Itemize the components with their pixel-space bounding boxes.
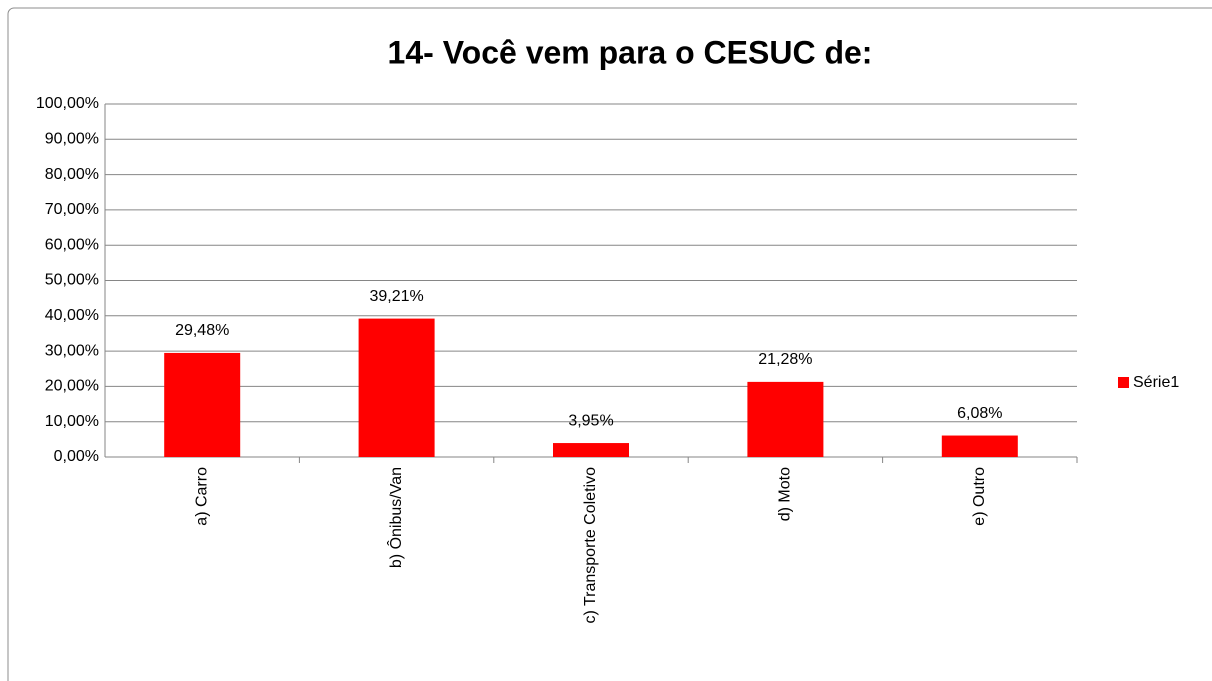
bar — [553, 443, 629, 457]
data-label: 6,08% — [957, 405, 1002, 422]
legend-label: Série1 — [1133, 374, 1179, 391]
y-tick-label: 50,00% — [45, 272, 99, 289]
y-tick-label: 40,00% — [45, 307, 99, 324]
y-tick-label: 100,00% — [36, 95, 99, 112]
data-label: 3,95% — [568, 412, 613, 429]
bar — [358, 318, 435, 457]
legend-swatch — [1118, 377, 1129, 388]
chart-frame — [7, 7, 1212, 681]
data-label: 29,48% — [175, 322, 229, 339]
y-tick-label: 10,00% — [45, 413, 99, 430]
data-label: 21,28% — [758, 351, 812, 368]
bar — [747, 381, 824, 457]
y-tick-label: 70,00% — [45, 201, 99, 218]
x-tick-label: c) Transporte Coletivo — [582, 467, 599, 624]
bar — [941, 435, 1018, 457]
y-tick-label: 0,00% — [54, 448, 99, 465]
data-label: 39,21% — [369, 288, 423, 305]
x-tick-label: d) Moto — [777, 467, 794, 521]
x-tick-label: a) Carro — [193, 467, 210, 526]
y-tick-label: 80,00% — [45, 166, 99, 183]
x-tick-label: e) Outro — [971, 467, 988, 526]
chart-title: 14- Você vem para o CESUC de: — [388, 34, 873, 70]
y-tick-label: 30,00% — [45, 342, 99, 359]
y-tick-label: 90,00% — [45, 131, 99, 148]
x-tick-label: b) Ônibus/Van — [386, 467, 405, 568]
bar — [164, 352, 241, 457]
y-tick-label: 20,00% — [45, 378, 99, 395]
y-tick-label: 60,00% — [45, 236, 99, 253]
